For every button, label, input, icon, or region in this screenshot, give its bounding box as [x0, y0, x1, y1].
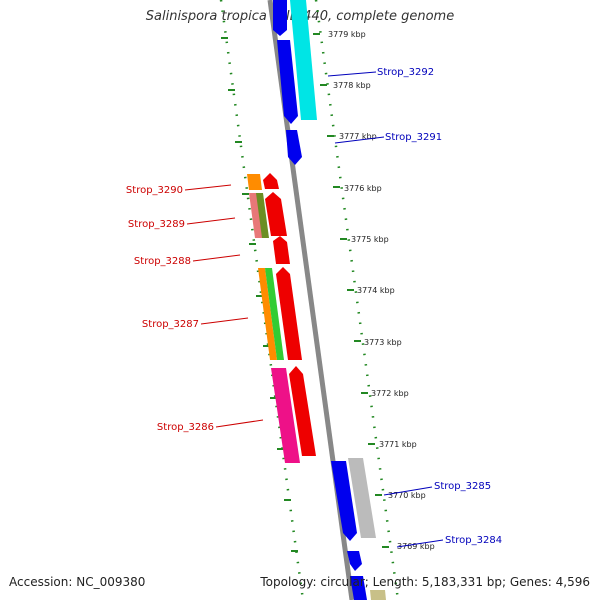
kbp-label-3776: 3776 kbp [344, 184, 382, 193]
gene-feature-khaki[interactable] [370, 590, 386, 600]
kbp-label-3772: 3772 kbp [371, 389, 409, 398]
leader-line [192, 254, 241, 262]
gene-feature-gray[interactable] [348, 458, 376, 538]
gene-label-strop-3289[interactable]: Strop_3289 [128, 219, 185, 230]
kbp-label-3771: 3771 kbp [379, 440, 417, 449]
gene-feature-red[interactable] [273, 236, 290, 264]
tick-marks-right [313, 33, 389, 548]
accession-text: Accession: NC_009380 [9, 575, 146, 589]
gene-feature-red[interactable] [265, 192, 287, 236]
gene-feature-orange[interactable] [247, 174, 262, 190]
gene-label-strop-3292[interactable]: Strop_3292 [377, 67, 434, 78]
gene-feature-pink[interactable] [249, 193, 263, 238]
kbp-label-3777: 3777 kbp [339, 132, 377, 141]
gene-feature-blue[interactable] [350, 576, 367, 600]
leader-line [334, 136, 385, 144]
leader-line [215, 419, 264, 428]
gene-feature-blue[interactable] [347, 551, 362, 571]
gene-feature-red[interactable] [263, 173, 279, 189]
kbp-label-3778: 3778 kbp [333, 81, 371, 90]
gene-label-strop-3285[interactable]: Strop_3285 [434, 481, 491, 492]
gene-feature-red[interactable] [276, 267, 302, 360]
leader-line [396, 539, 444, 548]
leader-line [186, 217, 236, 225]
kbp-label-3775: 3775 kbp [351, 235, 389, 244]
gene-feature-green[interactable] [265, 268, 284, 360]
topology-text: Topology: circular; Length: 5,183,331 bp… [260, 575, 590, 589]
kbp-label-3769: 3769 kbp [397, 542, 435, 551]
kbp-label-3774: 3774 kbp [357, 286, 395, 295]
gene-feature-blue[interactable] [331, 461, 357, 541]
gene-feature-orange[interactable] [258, 268, 277, 360]
gene-feature-red[interactable] [289, 366, 316, 456]
gene-feature-blue[interactable] [286, 130, 302, 165]
leader-line [184, 184, 232, 191]
gene-label-strop-3290[interactable]: Strop_3290 [126, 185, 183, 196]
gene-label-strop-3288[interactable]: Strop_3288 [134, 256, 191, 267]
gene-feature-blue[interactable] [273, 0, 287, 36]
leader-line [327, 71, 377, 77]
kbp-label-3770: 3770 kbp [388, 491, 426, 500]
gene-feature-blue[interactable] [277, 40, 298, 124]
gene-feature-magenta[interactable] [271, 368, 300, 463]
gene-label-strop-3286[interactable]: Strop_3286 [157, 422, 214, 433]
leader-line [383, 486, 433, 496]
kbp-label-3773: 3773 kbp [364, 338, 402, 347]
gene-label-strop-3287[interactable]: Strop_3287 [142, 319, 199, 330]
gene-label-strop-3284[interactable]: Strop_3284 [445, 535, 502, 546]
leader-line [200, 317, 249, 325]
gene-label-strop-3291[interactable]: Strop_3291 [385, 132, 442, 143]
gene-feature-olive[interactable] [256, 193, 269, 238]
gene-feature-cyan[interactable] [290, 0, 317, 120]
outer-guide-line-right [314, 0, 400, 600]
kbp-label-3779: 3779 kbp [328, 30, 366, 39]
